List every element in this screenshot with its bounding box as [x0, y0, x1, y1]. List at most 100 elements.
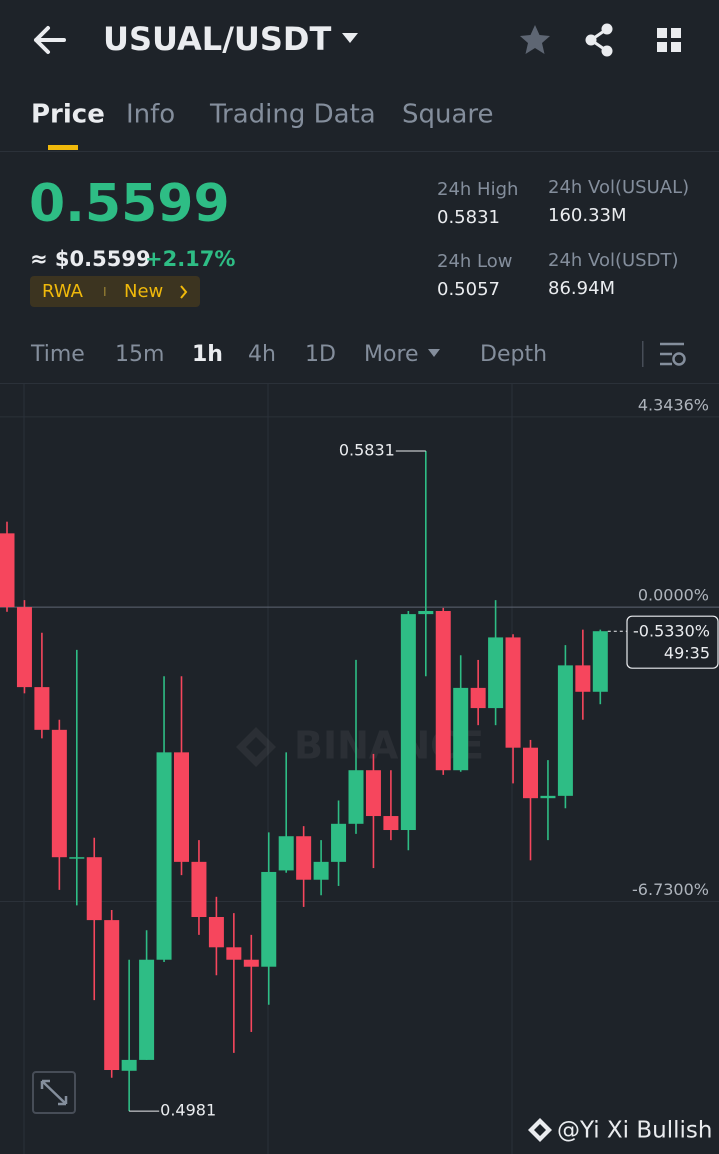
favorite-icon[interactable]	[520, 25, 550, 54]
candle-body	[121, 1059, 137, 1071]
stat-value: 0.5831	[437, 207, 500, 228]
tag: RWA	[42, 281, 84, 302]
stat-value: 86.94M	[548, 278, 615, 299]
last-change: -0.5330%	[633, 622, 710, 641]
candle-body	[523, 747, 538, 799]
watermark-text: BINANCE	[294, 724, 484, 768]
menu-icon[interactable]	[657, 28, 681, 52]
candle-body	[86, 857, 102, 921]
candle-body	[557, 665, 573, 796]
divider	[0, 383, 719, 384]
interval[interactable]: 15m	[115, 342, 164, 367]
footer-logo	[528, 1118, 552, 1142]
expand-button[interactable]	[32, 1071, 76, 1114]
candle-body	[34, 687, 50, 730]
tab[interactable]: Square	[402, 100, 494, 130]
tag-chevron	[180, 285, 188, 299]
stat-value: 0.5057	[437, 279, 500, 300]
low-label: 0.4981	[160, 1101, 216, 1120]
candle-body	[575, 665, 591, 692]
candle-body	[104, 920, 120, 1071]
candle-body	[365, 770, 381, 817]
settings-gear	[672, 352, 686, 366]
candle-body	[435, 611, 451, 771]
back-arrow	[34, 26, 66, 54]
candle-body	[278, 836, 294, 871]
candle-body	[488, 637, 504, 709]
candle-body	[0, 533, 15, 608]
candle-body	[139, 959, 155, 1060]
vertical-grid	[23, 384, 513, 1154]
y-tick-label: 4.3436%	[638, 395, 709, 414]
tab-indicator	[48, 145, 78, 150]
interval[interactable]: Time	[30, 342, 85, 367]
candle-body	[348, 770, 364, 824]
candle-body	[51, 729, 67, 858]
settings-lines	[660, 342, 684, 366]
usd-price: ≈ $0.5599	[30, 247, 151, 271]
candle-body	[226, 947, 242, 960]
candle-body	[191, 861, 207, 918]
candle-body	[243, 959, 259, 967]
candle-body	[16, 607, 32, 688]
stat-label: 24h Vol(USDT)	[548, 250, 678, 271]
share-icon[interactable]	[585, 23, 613, 57]
interval[interactable]: 4h	[248, 342, 276, 367]
settings-icon[interactable]	[660, 342, 686, 366]
candle-body	[313, 861, 329, 880]
tab[interactable]: Info	[126, 100, 175, 130]
candle-body	[296, 836, 312, 880]
tab-active[interactable]: Price	[31, 100, 105, 130]
candle-body	[174, 752, 189, 862]
candle-body	[261, 871, 277, 967]
candle-body	[540, 795, 556, 799]
candle-body	[400, 614, 416, 831]
candle-body	[470, 687, 486, 709]
tag: New	[124, 281, 163, 302]
menu-square	[657, 28, 667, 38]
divider	[642, 341, 644, 367]
share-lines	[588, 27, 608, 53]
candle-body	[383, 816, 399, 831]
y-tick-label: 0.0000%	[638, 586, 709, 605]
plot: 4.3436% 0.0000% -6.7300% 0.5831 0.4981 -0.533…	[0, 395, 719, 1120]
divider	[0, 151, 719, 152]
interval[interactable]: Depth	[480, 342, 547, 367]
interval[interactable]: More	[364, 342, 419, 367]
candle-body	[208, 917, 224, 948]
tag-separator	[104, 287, 106, 296]
menu-square	[657, 42, 667, 52]
pair-dropdown[interactable]	[342, 33, 358, 43]
menu-square	[671, 28, 681, 38]
candle-body	[331, 823, 347, 862]
stat-label: 24h Low	[437, 251, 512, 272]
credit: @Yi Xi Bullish	[557, 1118, 712, 1144]
tab[interactable]: Trading Data	[209, 100, 376, 130]
candle-body	[505, 637, 521, 748]
back-button[interactable]	[34, 26, 66, 54]
candle-body	[69, 857, 85, 859]
interval-active[interactable]: 1h	[192, 342, 223, 367]
watermark-logo	[236, 727, 276, 767]
last-price: 0.5599	[29, 174, 230, 234]
interval[interactable]: 1D	[305, 342, 336, 367]
last-price-box	[626, 615, 719, 669]
high-label: 0.5831	[339, 441, 395, 460]
candle-body	[156, 752, 172, 960]
expand-icon	[40, 1079, 68, 1106]
menu-square	[671, 42, 681, 52]
y-tick-label: -6.7300%	[632, 880, 709, 899]
candle-body	[453, 687, 469, 771]
more-caret	[428, 349, 440, 357]
price-change: +2.17%	[145, 247, 235, 271]
candle-body	[592, 631, 608, 692]
tag-box[interactable]	[30, 276, 200, 307]
watermark: BINANCE	[236, 724, 484, 768]
credit-logo	[528, 1118, 552, 1142]
pair-title[interactable]: USUAL/USDT	[103, 20, 331, 58]
countdown: 49:35	[664, 644, 710, 663]
candle-body	[418, 611, 434, 615]
